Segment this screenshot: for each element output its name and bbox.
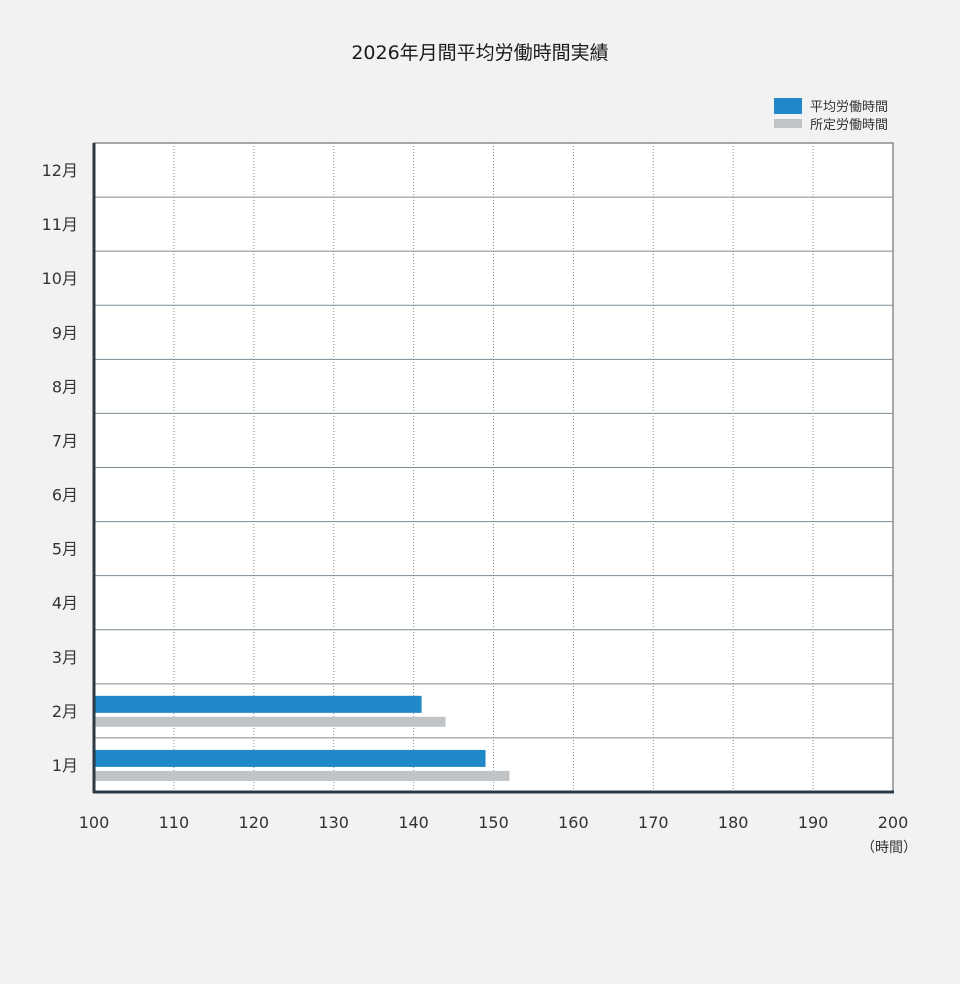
legend-item-scheduled: 所定労働時間 xyxy=(774,114,888,133)
x-tick-label: 150 xyxy=(478,813,509,832)
y-tick-label: 8月 xyxy=(52,377,78,396)
x-tick-label: 140 xyxy=(398,813,429,832)
bar-average xyxy=(94,695,422,713)
legend-label-scheduled: 所定労働時間 xyxy=(810,118,889,133)
y-tick-label: 5月 xyxy=(52,540,78,559)
legend-label-average: 平均労働時間 xyxy=(810,100,889,115)
y-tick-label: 3月 xyxy=(52,648,78,667)
y-tick-label: 11月 xyxy=(42,215,78,234)
x-axis-label: （時間） xyxy=(861,840,917,856)
x-tick-label: 100 xyxy=(79,813,110,832)
x-tick-label: 200 xyxy=(878,813,909,832)
y-tick-label: 10月 xyxy=(42,269,78,288)
y-tick-label: 12月 xyxy=(42,161,78,180)
chart-title: 2026年月間平均労働時間実績 xyxy=(351,42,609,64)
y-tick-label: 6月 xyxy=(52,486,78,505)
y-tick-label: 7月 xyxy=(52,431,78,450)
legend-item-average: 平均労働時間 xyxy=(774,96,888,115)
y-tick-label: 2月 xyxy=(52,702,78,721)
y-tick-label: 1月 xyxy=(52,756,78,775)
x-tick-label: 110 xyxy=(159,813,190,832)
x-tick-label: 160 xyxy=(558,813,589,832)
x-tick-label: 180 xyxy=(718,813,749,832)
bar-average xyxy=(94,749,486,767)
x-tick-label: 130 xyxy=(318,813,349,832)
bar-scheduled xyxy=(94,770,510,781)
legend-swatch-scheduled xyxy=(774,119,802,128)
y-tick-label: 4月 xyxy=(52,594,78,613)
legend-swatch-average xyxy=(774,97,802,114)
x-tick-label: 170 xyxy=(638,813,669,832)
x-tick-label: 190 xyxy=(798,813,829,832)
bar-scheduled xyxy=(94,716,446,727)
y-tick-label: 9月 xyxy=(52,323,78,342)
x-tick-label: 120 xyxy=(239,813,270,832)
